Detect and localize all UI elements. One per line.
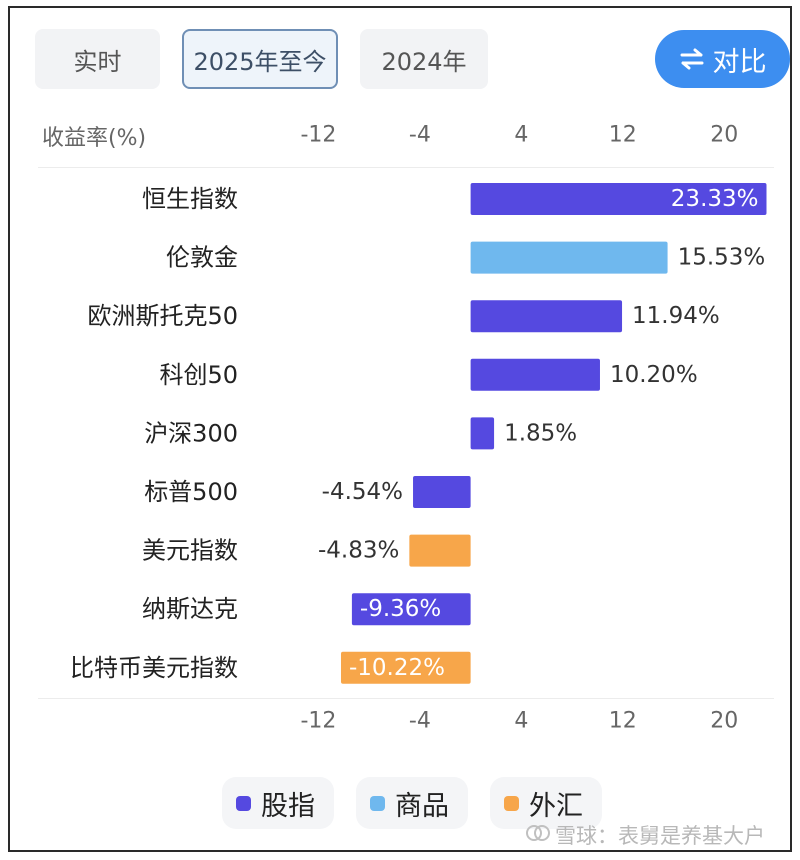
value-label: -4.54%	[322, 479, 403, 505]
legend-dot-commodity	[370, 795, 385, 811]
bar	[351, 593, 471, 626]
category-label: 标普500	[144, 478, 238, 506]
legend-dot-stock-index	[236, 795, 251, 811]
watermark: 雪球：表舅是养基大户	[525, 820, 765, 850]
x-tick-label-top: -4	[409, 123, 431, 148]
category-label: 沪深300	[144, 419, 238, 447]
bar	[340, 651, 471, 684]
value-label: 23.33%	[671, 186, 759, 212]
x-tick-label-top: 4	[514, 123, 528, 148]
category-label: 比特币美元指数	[70, 654, 238, 682]
category-label: 伦敦金	[166, 244, 238, 272]
watermark-text: 雪球：表舅是养基大户	[555, 824, 765, 848]
x-tick-label-top: -12	[300, 123, 336, 148]
header-divider	[38, 167, 774, 168]
tab-realtime[interactable]: 实时	[35, 29, 160, 89]
value-label: 10.20%	[610, 362, 698, 388]
compare-button[interactable]: 对比	[655, 30, 790, 88]
snowball-logo-icon	[525, 822, 551, 849]
tab-2024[interactable]: 2024年	[360, 29, 488, 89]
legend-label-forex: 外汇	[529, 790, 583, 822]
legend-item-stock-index[interactable]: 股指	[222, 777, 334, 829]
legend-dot-forex	[504, 795, 519, 811]
category-label: 美元指数	[142, 537, 238, 565]
legend-item-forex[interactable]: 外汇	[490, 777, 602, 829]
bar	[409, 534, 471, 567]
yield-axis-label: 收益率(%)	[42, 126, 147, 151]
category-label: 纳斯达克	[142, 595, 238, 623]
footer-divider	[38, 698, 774, 699]
value-label: 1.85%	[504, 420, 577, 446]
tab-2025-ytd[interactable]: 2025年至今	[182, 29, 338, 89]
value-label: -10.22%	[349, 655, 445, 681]
chart-frame	[8, 6, 792, 852]
bar	[470, 241, 668, 274]
x-tick-label-bottom: -12	[300, 709, 336, 734]
value-label: 15.53%	[678, 245, 766, 271]
bar	[413, 476, 471, 508]
x-tick-label-bottom: 4	[514, 709, 528, 734]
compare-button-label: 对比	[712, 46, 767, 78]
bar	[470, 358, 600, 391]
bar	[470, 300, 623, 333]
value-label: -9.36%	[360, 596, 441, 622]
x-tick-label-bottom: -4	[409, 709, 431, 734]
x-tick-label-bottom: 20	[710, 709, 738, 734]
x-tick-label-top: 20	[710, 123, 738, 148]
swap-arrows-icon	[679, 47, 705, 71]
x-tick-label-top: 12	[609, 123, 637, 148]
category-label: 恒生指数	[142, 185, 238, 213]
legend-label-commodity: 商品	[395, 790, 449, 822]
x-tick-label-bottom: 12	[609, 709, 637, 734]
legend-item-commodity[interactable]: 商品	[356, 777, 468, 829]
legend-label-stock-index: 股指	[261, 790, 315, 822]
category-label: 欧洲斯托克50	[87, 302, 238, 330]
bar	[470, 417, 495, 450]
bar	[470, 183, 767, 215]
value-label: 11.94%	[632, 303, 720, 329]
value-label: -4.83%	[318, 538, 399, 564]
category-label: 科创50	[159, 361, 238, 389]
